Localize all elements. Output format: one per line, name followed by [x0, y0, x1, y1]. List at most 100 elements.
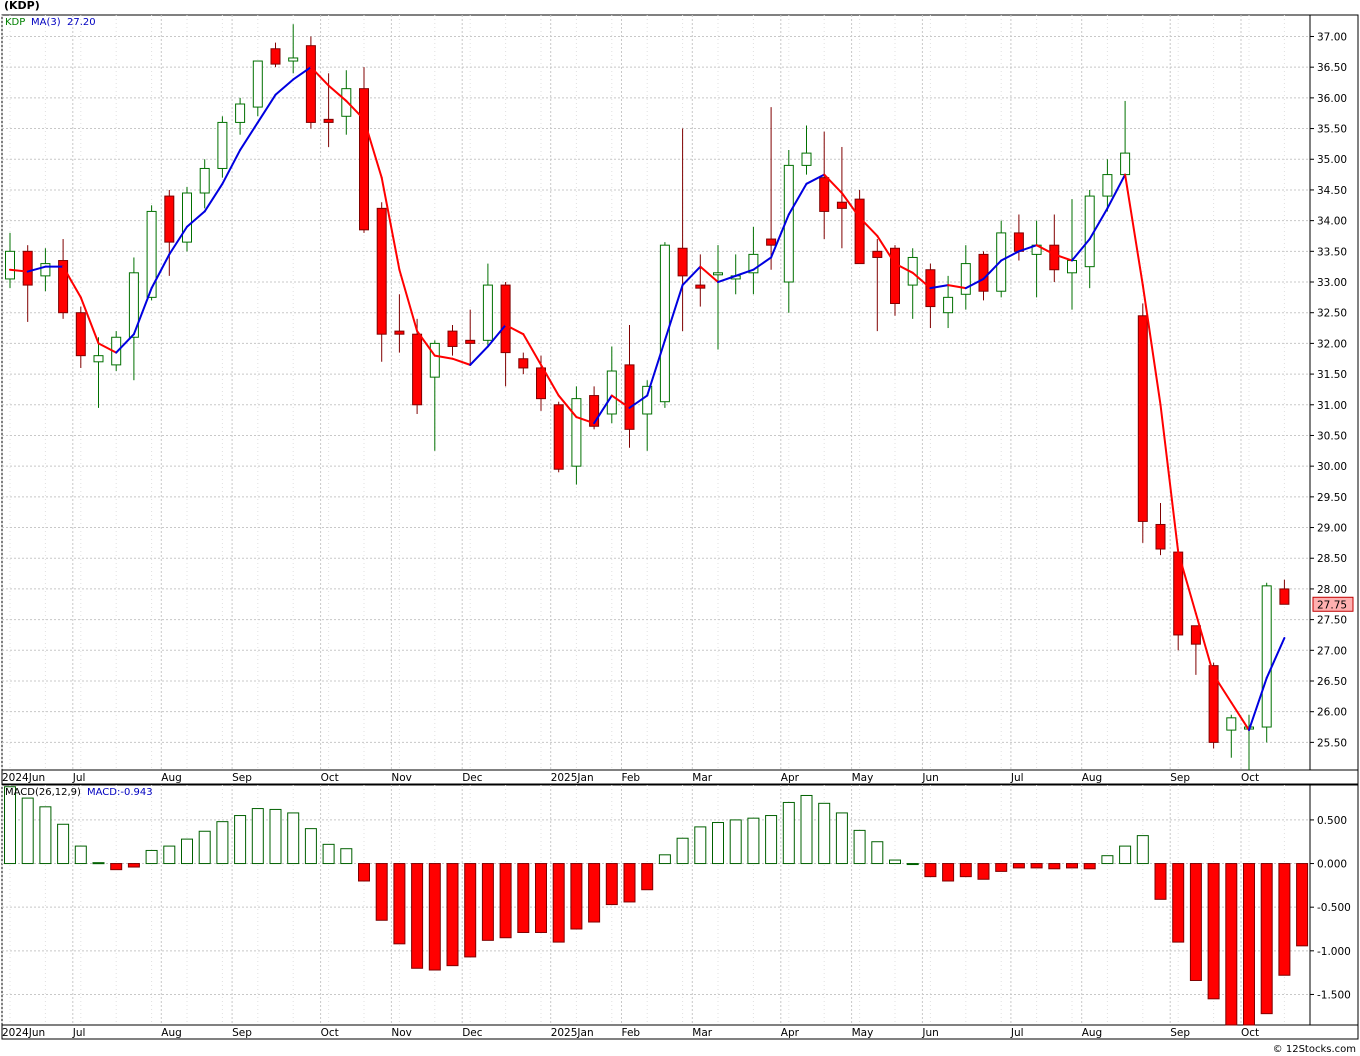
price-month-label: Oct — [321, 772, 339, 784]
ma-segment — [894, 262, 914, 274]
price-ytick-label: 26.50 — [1317, 676, 1347, 688]
candle-body — [128, 272, 139, 338]
ma-segment — [1265, 637, 1286, 679]
candle-body — [22, 250, 33, 286]
ma-segment — [274, 78, 295, 96]
macd-bar — [1278, 863, 1291, 976]
ma-segment — [504, 323, 525, 336]
candle-body — [323, 118, 334, 123]
ma-segment — [9, 268, 29, 273]
macd-bar — [1119, 845, 1132, 865]
price-ytick-label: 36.00 — [1317, 93, 1347, 105]
candle-body — [412, 333, 423, 406]
price-month-label: Mar — [692, 772, 712, 784]
candle-body — [624, 364, 635, 430]
ma-segment — [787, 182, 808, 216]
candle-body — [819, 177, 830, 212]
candle-body — [854, 198, 865, 265]
macd-bar — [39, 806, 52, 865]
candle-body — [465, 339, 476, 344]
macd-bar — [358, 863, 370, 882]
macd-bar — [623, 863, 636, 903]
ma-segment — [1088, 207, 1109, 241]
candle-body — [93, 355, 104, 363]
ma-segment — [451, 357, 472, 366]
candle-body — [642, 385, 653, 415]
macd-bar — [977, 863, 990, 880]
candle-body — [571, 398, 582, 467]
macd-month-label: 2025Jan — [551, 1027, 594, 1039]
macd-bar — [446, 863, 459, 967]
price-month-label: May — [852, 772, 874, 784]
macd-month-label: Aug — [161, 1027, 182, 1039]
macd-bar — [1154, 863, 1167, 900]
ma-segment — [433, 354, 454, 360]
candle-body — [5, 250, 15, 280]
price-ytick-label: 33.50 — [1317, 246, 1347, 258]
price-ytick-label: 25.50 — [1317, 737, 1347, 749]
price-ytick-label: 29.50 — [1317, 492, 1347, 504]
ma-segment — [1071, 238, 1091, 262]
macd-bar — [92, 862, 105, 865]
candle-body — [1155, 523, 1166, 550]
candle-body — [960, 263, 971, 295]
macd-ytick-label: 0.000 — [1317, 859, 1347, 871]
macd-month-label: 2024Jun — [2, 1027, 45, 1039]
macd-bar — [924, 863, 937, 878]
ma-segment — [416, 330, 436, 357]
candle-body — [518, 358, 529, 369]
macd-bar — [269, 808, 282, 865]
ma-segment — [380, 176, 401, 271]
macd-month-label: Feb — [622, 1027, 641, 1039]
candle-body — [217, 121, 228, 169]
ma-segment — [292, 66, 312, 81]
macd-bar — [1066, 863, 1078, 869]
ma-segment — [646, 339, 666, 397]
macd-bar — [605, 863, 618, 906]
macd-bar — [411, 863, 424, 969]
price-ytick-label: 30.00 — [1317, 461, 1347, 473]
ma-segment — [557, 394, 578, 419]
ma-segment — [964, 277, 985, 290]
macd-bar — [517, 863, 530, 933]
candle-body — [359, 88, 369, 231]
price-month-label: Dec — [462, 772, 483, 784]
candle-body — [1137, 315, 1148, 522]
macd-bar — [464, 863, 477, 958]
macd-bar — [676, 837, 689, 865]
candle-body — [943, 296, 954, 314]
price-month-label: Apr — [781, 772, 800, 784]
macd-bar — [1225, 863, 1238, 1026]
candle-body — [199, 167, 210, 194]
macd-bar — [782, 801, 795, 865]
candle-body — [659, 244, 670, 403]
candle-body — [164, 195, 175, 243]
ma-segment — [203, 182, 224, 213]
ma-segment — [486, 323, 507, 348]
candle-body — [1013, 232, 1024, 252]
price-date-strip — [1, 769, 1359, 785]
candle-body — [713, 272, 723, 276]
price-month-label: Oct — [1241, 772, 1259, 784]
price-ytick-label: 28.00 — [1317, 584, 1347, 596]
macd-bar — [340, 848, 353, 865]
ma-segment — [1017, 244, 1038, 253]
candle-body — [40, 263, 51, 277]
macd-bar — [428, 863, 441, 971]
ma-segment — [97, 342, 118, 354]
macd-date-strip — [1, 1024, 1359, 1040]
macd-bar — [1136, 835, 1149, 865]
macd-month-label: Jul — [72, 1027, 86, 1039]
ma-segment — [610, 394, 631, 409]
macd-bar — [1030, 863, 1043, 869]
macd-bar — [163, 845, 176, 865]
price-month-label: Jul — [1010, 772, 1024, 784]
macd-month-label: Oct — [1241, 1027, 1259, 1039]
candle-body — [394, 330, 405, 335]
candle-body — [235, 103, 246, 123]
macd-month-label: May — [852, 1027, 874, 1039]
macd-bar — [1260, 863, 1273, 1015]
macd-bar — [641, 863, 654, 891]
macd-bar — [871, 841, 884, 865]
price-ytick-label: 37.00 — [1317, 31, 1347, 43]
